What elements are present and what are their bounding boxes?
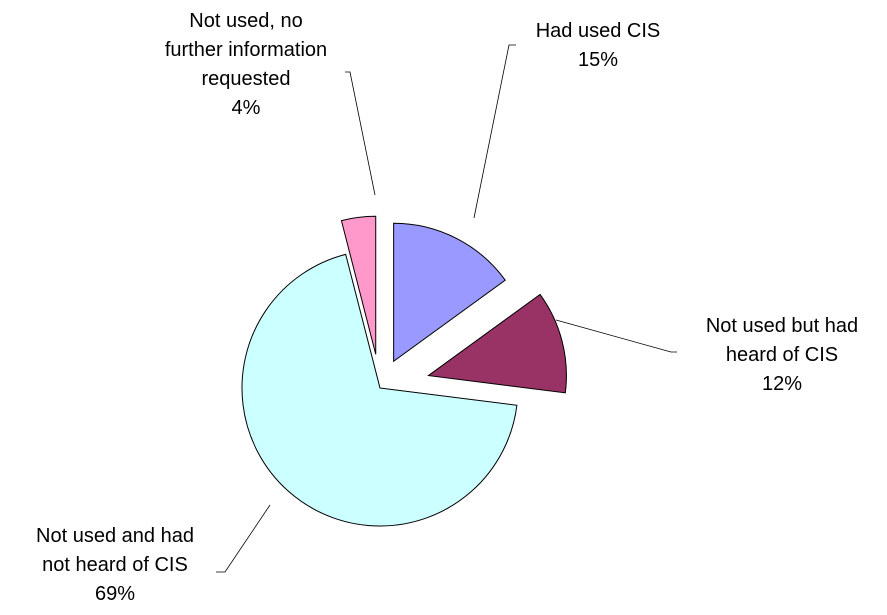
slice-name-line: Not used and had: [36, 525, 194, 547]
leader-line-not-used-and-had-not-heard-of-cis: [216, 504, 271, 573]
slice-value-label: 4%: [232, 97, 261, 119]
pie-slice-not-used-no-further-information-requested: [340, 215, 377, 355]
slice-label-had-used-cis: Had used CIS 15%: [536, 20, 661, 71]
slice-name-line: further information: [165, 39, 327, 61]
leader-line-not-used-but-had-heard-of-cis: [555, 319, 677, 353]
pie-slice-not-used-and-had-not-heard-of-cis: [241, 253, 518, 527]
pie-slices: [241, 215, 567, 527]
label-leader-lines: [216, 44, 677, 573]
slice-value-label: 12%: [762, 373, 802, 395]
leader-line-not-used-no-further-information-requested: [345, 71, 376, 196]
slice-value-label: 15%: [578, 49, 618, 71]
slice-name-line: Not used, no: [189, 10, 302, 32]
pie-slice-had-used-cis: [393, 222, 506, 363]
slice-name-line: Not used but had: [706, 315, 858, 337]
slice-name-line: Had used CIS: [536, 20, 661, 42]
slice-name-line: requested: [202, 68, 291, 90]
slice-labels: Had used CIS 15% Not used but had heard of …: [36, 10, 858, 605]
slice-value-label: 69%: [95, 583, 135, 605]
leader-line-had-used-cis: [473, 44, 516, 219]
pie-slice-not-used-but-had-heard-of-cis: [427, 293, 567, 394]
slice-name-line: not heard of CIS: [42, 554, 188, 576]
slice-name-line: heard of CIS: [726, 344, 838, 366]
slice-label-not-used-and-had-not-heard-of-cis: Not used and had not heard of CIS 69%: [36, 525, 194, 605]
slice-label-not-used-no-further-information-requested: Not used, no further information requested…: [165, 10, 327, 119]
slice-label-not-used-but-had-heard-of-cis: Not used but had heard of CIS 12%: [706, 315, 858, 395]
